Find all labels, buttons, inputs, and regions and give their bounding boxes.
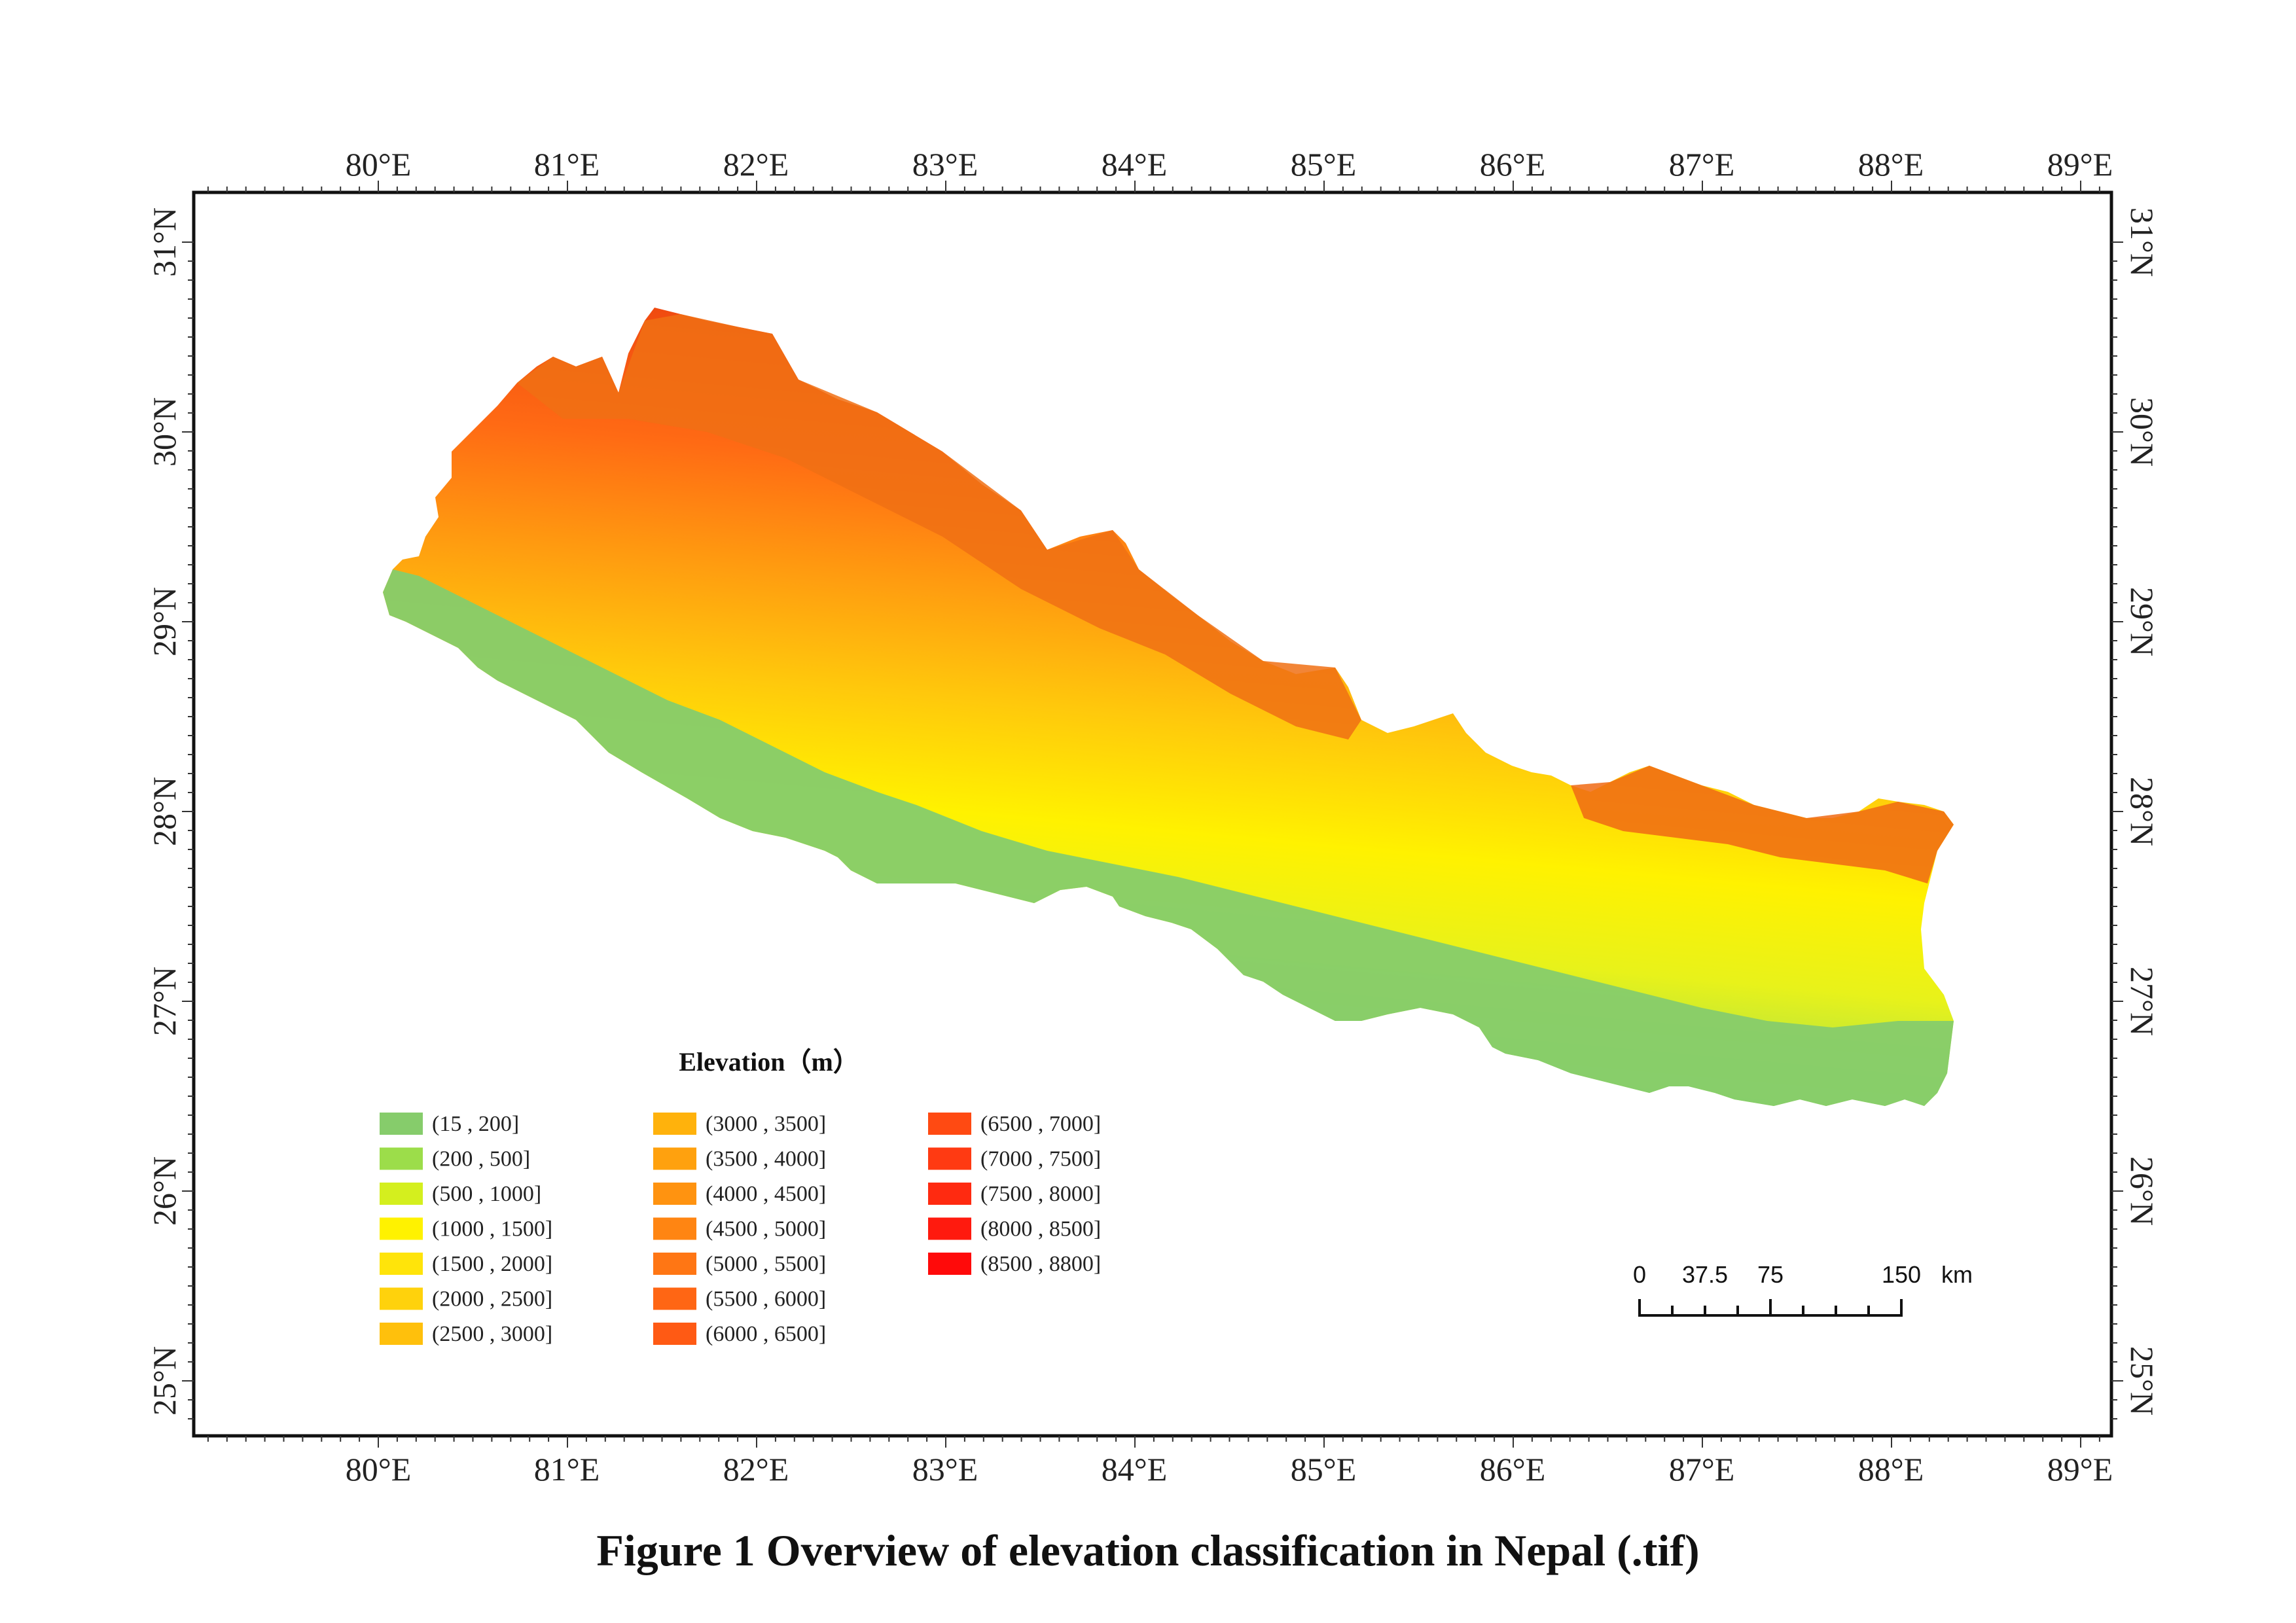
y-label-right: 26°N bbox=[2124, 1156, 2161, 1226]
x-label-top: 80°E bbox=[346, 146, 412, 183]
y-label-left: 27°N bbox=[146, 967, 183, 1036]
y-label-right: 28°N bbox=[2124, 777, 2161, 846]
legend-items: (15 , 200] (200 , 500] (500 , 1000] (1000 ,… bbox=[380, 1112, 1101, 1346]
legend-swatch bbox=[928, 1147, 971, 1170]
legend: Elevation（m） (15 , 200] (200 , 500] (500 ,… bbox=[380, 1047, 1101, 1346]
y-label-left: 26°N bbox=[146, 1156, 183, 1226]
y-label-left: 30°N bbox=[146, 397, 183, 467]
x-axis-labels-bottom: 80°E 81°E 82°E 83°E 84°E 85°E 86°E 87°E … bbox=[346, 1451, 2113, 1488]
y-label-left: 29°N bbox=[146, 587, 183, 656]
high-himalaya-ridge-west bbox=[517, 314, 1361, 740]
high-himalaya-ridge-east bbox=[1571, 766, 1954, 883]
legend-label: (7500 , 8000] bbox=[980, 1182, 1101, 1206]
legend-label: (4500 , 5000] bbox=[706, 1217, 826, 1241]
legend-swatch bbox=[928, 1113, 971, 1135]
x-label-top: 88°E bbox=[1858, 146, 1924, 183]
legend-swatch bbox=[653, 1113, 696, 1135]
terai-lowland-belt bbox=[383, 569, 1954, 1106]
scale-label: 37.5 bbox=[1682, 1261, 1728, 1288]
nepal-outline bbox=[383, 308, 1954, 1106]
x-label-bottom: 80°E bbox=[346, 1451, 412, 1488]
legend-label: (7000 , 7500] bbox=[980, 1147, 1101, 1171]
legend-title: Elevation（m） bbox=[679, 1047, 859, 1077]
scale-label: 75 bbox=[1757, 1261, 1784, 1288]
legend-label: (3500 , 4000] bbox=[706, 1147, 826, 1171]
y-label-left: 25°N bbox=[146, 1346, 183, 1416]
figure-caption: Figure 1 Overview of elevation classific… bbox=[596, 1525, 1700, 1575]
y-label-right: 30°N bbox=[2124, 397, 2161, 467]
legend-label: (15 , 200] bbox=[432, 1112, 519, 1136]
legend-swatch bbox=[380, 1113, 423, 1135]
legend-swatch bbox=[653, 1287, 696, 1310]
legend-swatch bbox=[653, 1217, 696, 1240]
graticule-ticks bbox=[182, 181, 2123, 1448]
y-label-left: 28°N bbox=[146, 777, 183, 846]
legend-swatch bbox=[653, 1323, 696, 1345]
legend-swatch bbox=[928, 1253, 971, 1275]
legend-label: (2500 , 3000] bbox=[432, 1322, 552, 1346]
x-label-top: 87°E bbox=[1669, 146, 1735, 183]
legend-label: (200 , 500] bbox=[432, 1147, 530, 1171]
legend-label: (3000 , 3500] bbox=[706, 1112, 826, 1136]
y-label-right: 31°N bbox=[2124, 207, 2161, 277]
legend-swatch bbox=[653, 1253, 696, 1275]
legend-label: (8000 , 8500] bbox=[980, 1217, 1101, 1241]
legend-swatch bbox=[380, 1147, 423, 1170]
legend-swatch bbox=[380, 1323, 423, 1345]
y-axis-labels-left: 25°N 26°N 27°N 28°N 29°N 30°N 31°N bbox=[146, 207, 183, 1416]
legend-label: (1000 , 1500] bbox=[432, 1217, 552, 1241]
legend-swatch bbox=[380, 1217, 423, 1240]
x-label-top: 81°E bbox=[534, 146, 600, 183]
x-label-bottom: 86°E bbox=[1480, 1451, 1546, 1488]
y-axis-labels-right: 25°N 26°N 27°N 28°N 29°N 30°N 31°N bbox=[2124, 207, 2161, 1416]
scale-unit: km bbox=[1941, 1261, 1973, 1288]
x-label-top: 84°E bbox=[1102, 146, 1168, 183]
y-label-right: 27°N bbox=[2124, 967, 2161, 1036]
legend-label: (4000 , 4500] bbox=[706, 1182, 826, 1206]
legend-swatch bbox=[928, 1183, 971, 1205]
scale-bar: 0 37.5 75 150 km bbox=[1633, 1261, 1973, 1317]
x-label-top: 82°E bbox=[723, 146, 789, 183]
legend-label: (6000 , 6500] bbox=[706, 1322, 826, 1346]
x-label-top: 86°E bbox=[1480, 146, 1546, 183]
x-label-bottom: 84°E bbox=[1102, 1451, 1168, 1488]
x-label-top: 85°E bbox=[1291, 146, 1357, 183]
x-label-bottom: 82°E bbox=[723, 1451, 789, 1488]
legend-label: (8500 , 8800] bbox=[980, 1252, 1101, 1276]
legend-label: (500 , 1000] bbox=[432, 1182, 541, 1206]
scale-label: 0 bbox=[1633, 1261, 1646, 1288]
x-label-top: 89°E bbox=[2047, 146, 2113, 183]
y-label-right: 29°N bbox=[2124, 587, 2161, 656]
x-label-bottom: 81°E bbox=[534, 1451, 600, 1488]
legend-swatch bbox=[380, 1183, 423, 1205]
y-label-right: 25°N bbox=[2124, 1346, 2161, 1416]
legend-swatch bbox=[380, 1253, 423, 1275]
legend-label: (1500 , 2000] bbox=[432, 1252, 552, 1276]
x-label-bottom: 87°E bbox=[1669, 1451, 1735, 1488]
x-axis-labels-top: 80°E 81°E 82°E 83°E 84°E 85°E 86°E 87°E … bbox=[346, 146, 2113, 183]
x-label-bottom: 83°E bbox=[912, 1451, 978, 1488]
legend-label: (6500 , 7000] bbox=[980, 1112, 1101, 1136]
legend-swatch bbox=[653, 1183, 696, 1205]
map-frame bbox=[192, 190, 2113, 1438]
x-label-bottom: 85°E bbox=[1291, 1451, 1357, 1488]
legend-label: (5500 , 6000] bbox=[706, 1287, 826, 1311]
scale-label: 150 bbox=[1882, 1261, 1921, 1288]
y-label-left: 31°N bbox=[146, 207, 183, 277]
legend-swatch bbox=[653, 1147, 696, 1170]
legend-swatch bbox=[928, 1217, 971, 1240]
scale-bar-line bbox=[1638, 1299, 1903, 1317]
legend-label: (5000 , 5500] bbox=[706, 1252, 826, 1276]
x-label-bottom: 89°E bbox=[2047, 1451, 2113, 1488]
legend-label: (2000 , 2500] bbox=[432, 1287, 552, 1311]
x-label-top: 83°E bbox=[912, 146, 978, 183]
x-label-bottom: 88°E bbox=[1858, 1451, 1924, 1488]
legend-swatch bbox=[380, 1287, 423, 1310]
nepal-elevation-raster bbox=[383, 308, 1954, 1106]
